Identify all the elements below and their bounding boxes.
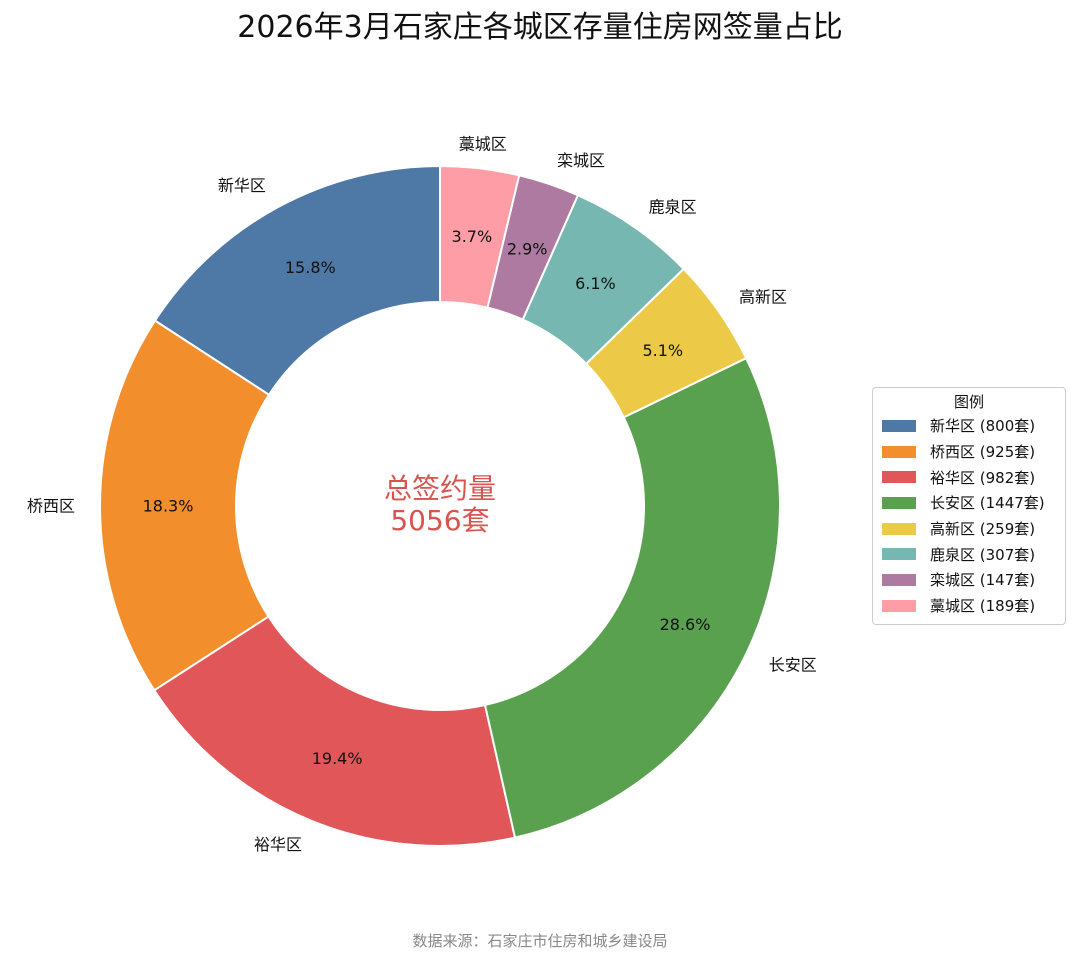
donut-slice-3 <box>152 615 517 847</box>
percent-label-6: 6.1% <box>575 274 616 293</box>
percent-label-7: 2.9% <box>507 239 548 258</box>
legend-swatch-6 <box>882 548 916 561</box>
legend-swatch-2 <box>882 445 916 458</box>
legend-label-5: 高新区 (259套) <box>930 520 1036 539</box>
category-label-7: 栾城区 <box>557 151 605 170</box>
legend-item-5: 高新区 (259套) <box>873 516 1065 542</box>
legend-items: 新华区 (800套) 桥西区 (925套) 裕华区 (982套) 长安区 (1447套… <box>873 413 1065 619</box>
category-label-5: 高新区 <box>739 288 787 307</box>
category-label-3: 裕华区 <box>254 835 302 854</box>
center-label-line-1: 总签约量 <box>384 472 496 505</box>
legend-item-8: 藁城区 (189套) <box>873 593 1065 619</box>
legend-label-3: 裕华区 (982套) <box>930 468 1036 487</box>
donut-slice-8 <box>439 164 521 309</box>
percent-label-2: 18.3% <box>143 496 194 515</box>
percent-label-1: 15.8% <box>285 258 336 277</box>
legend-item-1: 新华区 (800套) <box>873 413 1065 439</box>
category-label-1: 新华区 <box>218 176 266 195</box>
legend-label-8: 藁城区 (189套) <box>930 597 1036 616</box>
legend-label-1: 新华区 (800套) <box>930 417 1036 436</box>
legend-label-2: 桥西区 (925套) <box>930 443 1036 462</box>
percent-label-3: 19.4% <box>312 749 363 768</box>
slice-labels: 新华区 15.8% 桥西区 18.3% 裕华区 19.4% 长安区 28.6% 高新区 5.1% 鹿… <box>27 135 817 854</box>
chart-title: 2026年3月石家庄各城区存量住房网签量占比 <box>237 10 843 45</box>
donut-slices <box>99 164 781 847</box>
legend-item-4: 长安区 (1447套) <box>873 490 1065 516</box>
legend-title: 图例 <box>953 393 984 411</box>
source-note: 数据来源：石家庄市住房和城乡建设局 <box>412 932 668 950</box>
percent-label-8: 3.7% <box>452 227 493 246</box>
percent-label-4: 28.6% <box>660 615 711 634</box>
legend-label-6: 鹿泉区 (307套) <box>930 545 1036 564</box>
legend-label-4: 长安区 (1447套) <box>930 494 1045 513</box>
legend-item-7: 栾城区 (147套) <box>873 567 1065 593</box>
category-label-6: 鹿泉区 <box>649 197 697 216</box>
legend-swatch-3 <box>882 471 916 484</box>
donut-slice-2 <box>99 319 271 692</box>
percent-label-5: 5.1% <box>642 341 683 360</box>
legend-swatch-8 <box>882 599 916 612</box>
legend-swatch-4 <box>882 496 916 509</box>
category-label-2: 桥西区 <box>27 496 75 515</box>
legend-item-3: 裕华区 (982套) <box>873 464 1065 490</box>
legend-label-7: 栾城区 (147套) <box>930 571 1036 590</box>
category-label-4: 长安区 <box>769 656 817 675</box>
donut-slice-4 <box>483 356 781 839</box>
legend-swatch-5 <box>882 522 916 535</box>
category-label-8: 藁城区 <box>459 135 507 154</box>
legend: 图例 新华区 (800套) 桥西区 (925套) 裕华区 (982套) 长安区 (14… <box>872 387 1066 625</box>
legend-swatch-1 <box>882 419 916 432</box>
center-label-line-2: 5056套 <box>390 504 489 537</box>
legend-item-6: 鹿泉区 (307套) <box>873 541 1065 567</box>
legend-item-2: 桥西区 (925套) <box>873 439 1065 465</box>
donut-center: 总签约量 5056套 <box>384 472 496 537</box>
legend-swatch-7 <box>882 573 916 586</box>
